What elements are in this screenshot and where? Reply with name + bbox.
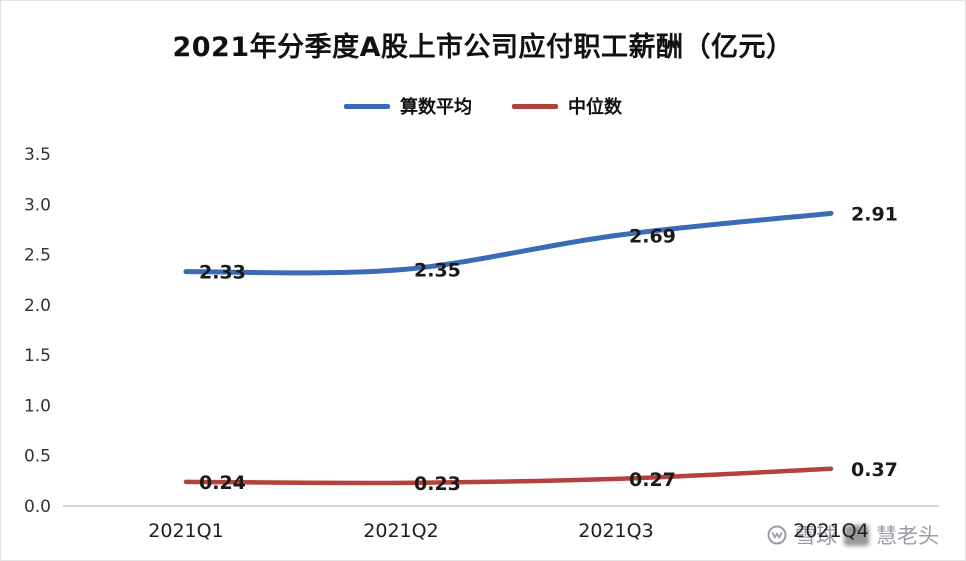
svg-text:2.91: 2.91 <box>851 203 898 225</box>
svg-text:2021Q3: 2021Q3 <box>578 520 653 542</box>
svg-text:0.27: 0.27 <box>629 469 676 491</box>
chart-title: 2021年分季度A股上市公司应付职工薪酬（亿元） <box>172 32 794 63</box>
svg-text:2.35: 2.35 <box>414 260 461 282</box>
svg-text:2021Q1: 2021Q1 <box>148 520 223 542</box>
watermark-brand: 雪球 <box>795 524 837 548</box>
y-axis: 0.0 0.5 1.0 1.5 2.0 2.5 3.0 3.5 <box>24 145 51 517</box>
watermark: 雪球 慧老头 <box>766 520 939 550</box>
svg-text:3.5: 3.5 <box>24 145 51 165</box>
x-axis: 2021Q1 2021Q2 2021Q3 2021Q4 <box>148 520 868 542</box>
legend-swatch <box>512 103 558 109</box>
svg-text:1.0: 1.0 <box>24 396 51 416</box>
svg-text:2.33: 2.33 <box>199 262 246 284</box>
series-line-mean <box>183 210 834 276</box>
svg-text:2021Q2: 2021Q2 <box>363 520 438 542</box>
xueqiu-logo-icon <box>767 525 787 545</box>
svg-text:0.37: 0.37 <box>851 459 898 481</box>
watermark-blur-block <box>844 524 869 546</box>
series-line-median <box>183 466 834 486</box>
legend-swatch <box>344 103 390 109</box>
svg-text:2021Q4: 2021Q4 <box>793 520 868 542</box>
svg-text:0.0: 0.0 <box>24 497 51 517</box>
legend-label: 算数平均 <box>400 97 472 118</box>
watermark-author: 慧老头 <box>876 524 939 548</box>
legend: 算数平均 中位数 <box>1 93 965 119</box>
svg-text:0.23: 0.23 <box>414 473 461 495</box>
legend-item: 中位数 <box>512 93 622 119</box>
legend-item: 算数平均 <box>344 93 472 119</box>
svg-text:2.69: 2.69 <box>629 225 676 247</box>
svg-text:2.5: 2.5 <box>24 246 51 266</box>
svg-text:2.0: 2.0 <box>24 296 51 316</box>
svg-text:0.24: 0.24 <box>199 472 246 494</box>
svg-text:0.5: 0.5 <box>24 447 51 467</box>
data-labels-median: 0.24 0.23 0.27 0.37 <box>199 459 898 495</box>
svg-text:3.0: 3.0 <box>24 195 51 215</box>
legend-label: 中位数 <box>568 97 622 118</box>
svg-text:1.5: 1.5 <box>24 346 51 366</box>
data-labels-mean: 2.33 2.35 2.69 2.91 <box>199 203 898 283</box>
